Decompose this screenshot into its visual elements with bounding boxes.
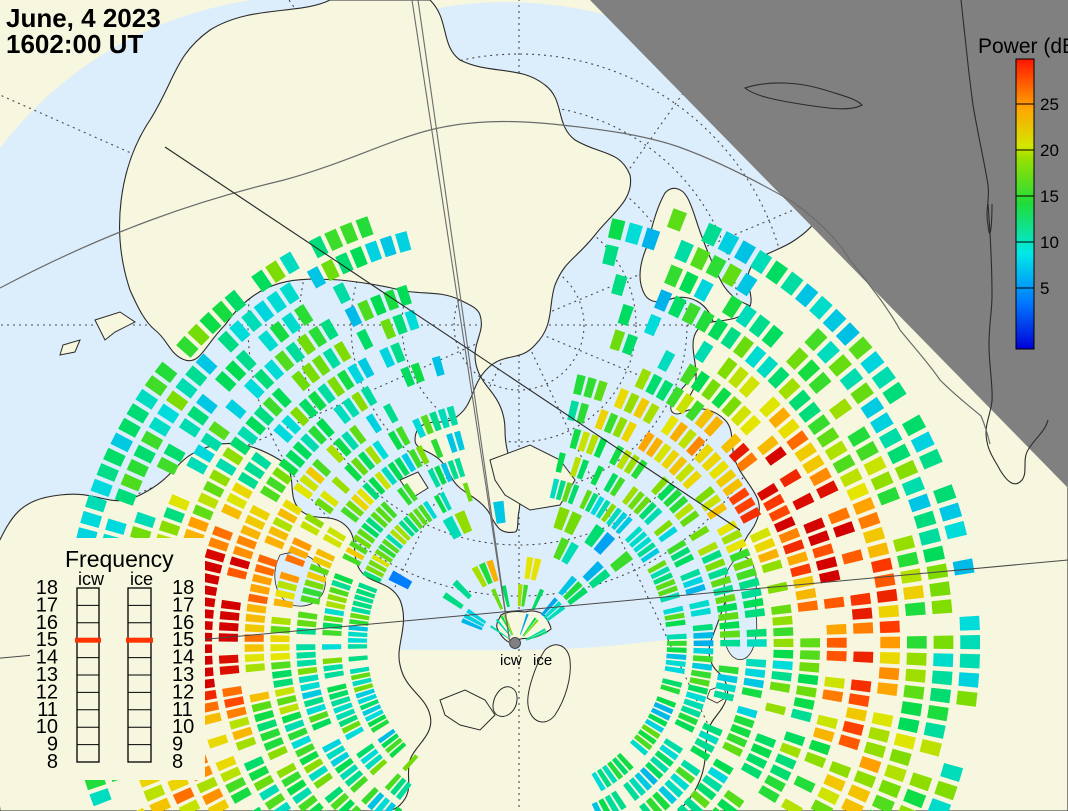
svg-text:icw: icw (500, 652, 522, 669)
svg-text:ice: ice (130, 569, 153, 589)
svg-text:8: 8 (172, 751, 183, 773)
svg-text:15: 15 (1040, 187, 1059, 206)
svg-text:1602:00 UT: 1602:00 UT (6, 29, 143, 59)
svg-text:icw: icw (78, 569, 105, 589)
svg-text:25: 25 (1040, 95, 1059, 114)
svg-text:10: 10 (1040, 233, 1059, 252)
svg-text:Power (dB): Power (dB) (978, 35, 1068, 58)
svg-text:8: 8 (47, 751, 58, 773)
svg-text:5: 5 (1040, 279, 1049, 298)
svg-text:20: 20 (1040, 141, 1059, 160)
svg-text:ice: ice (533, 652, 552, 669)
